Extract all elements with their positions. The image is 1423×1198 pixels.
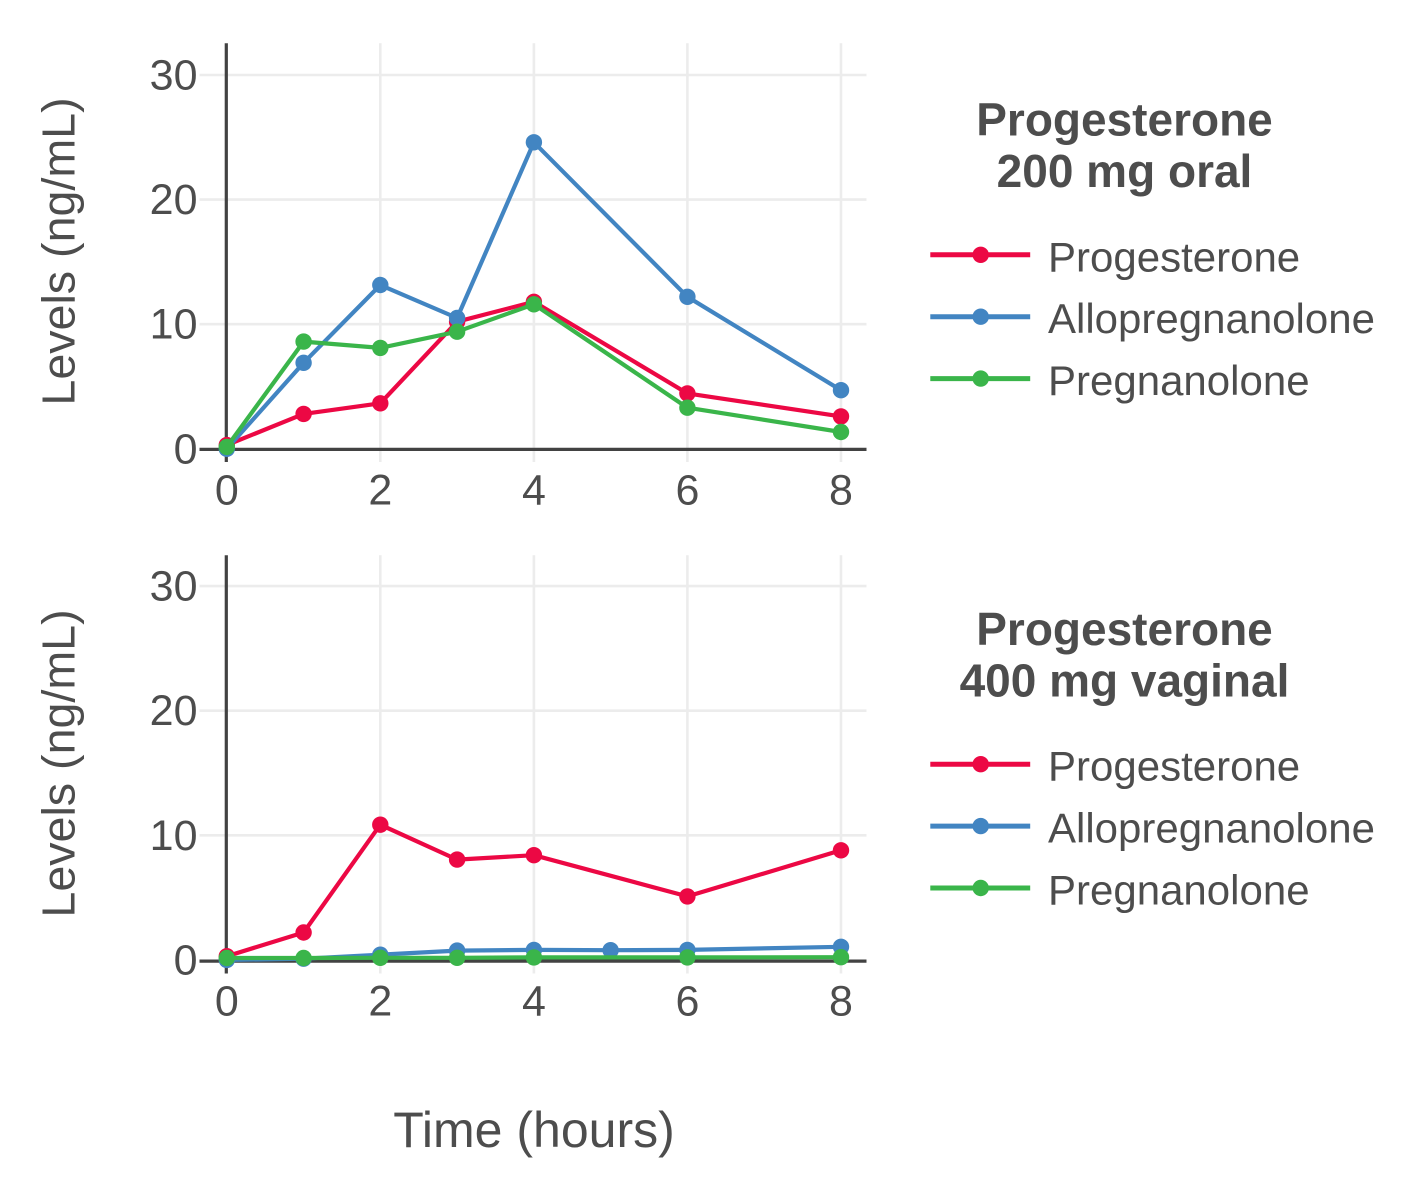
svg-text:6: 6	[675, 978, 699, 1026]
svg-text:0: 0	[215, 978, 239, 1026]
svg-text:2: 2	[368, 978, 392, 1026]
svg-text:200 mg oral: 200 mg oral	[997, 145, 1253, 197]
svg-text:20: 20	[150, 176, 198, 224]
svg-text:10: 10	[150, 301, 198, 349]
svg-text:30: 30	[150, 563, 198, 611]
svg-text:0: 0	[174, 936, 198, 984]
svg-text:2: 2	[368, 467, 392, 515]
svg-text:8: 8	[829, 978, 853, 1026]
svg-text:4: 4	[522, 978, 546, 1026]
svg-text:6: 6	[675, 467, 699, 515]
svg-text:10: 10	[150, 812, 198, 860]
svg-text:Time (hours): Time (hours)	[393, 1102, 675, 1158]
svg-text:Progesterone: Progesterone	[976, 93, 1273, 145]
svg-text:Levels (ng/mL): Levels (ng/mL)	[33, 609, 85, 917]
svg-text:Progesterone: Progesterone	[976, 603, 1273, 655]
svg-text:Pregnanolone: Pregnanolone	[1048, 867, 1310, 914]
svg-text:0: 0	[174, 425, 198, 473]
svg-text:4: 4	[522, 467, 546, 515]
svg-text:Progesterone: Progesterone	[1048, 743, 1300, 790]
svg-text:Allopregnanolone: Allopregnanolone	[1048, 295, 1375, 342]
svg-text:400 mg vaginal: 400 mg vaginal	[960, 654, 1290, 706]
svg-text:Allopregnanolone: Allopregnanolone	[1048, 805, 1375, 852]
svg-text:Pregnanolone: Pregnanolone	[1048, 357, 1310, 404]
svg-text:0: 0	[215, 467, 239, 515]
svg-text:8: 8	[829, 467, 853, 515]
svg-text:Progesterone: Progesterone	[1048, 233, 1300, 280]
svg-text:30: 30	[150, 52, 198, 100]
svg-text:20: 20	[150, 687, 198, 735]
svg-text:Levels (ng/mL): Levels (ng/mL)	[33, 97, 85, 405]
